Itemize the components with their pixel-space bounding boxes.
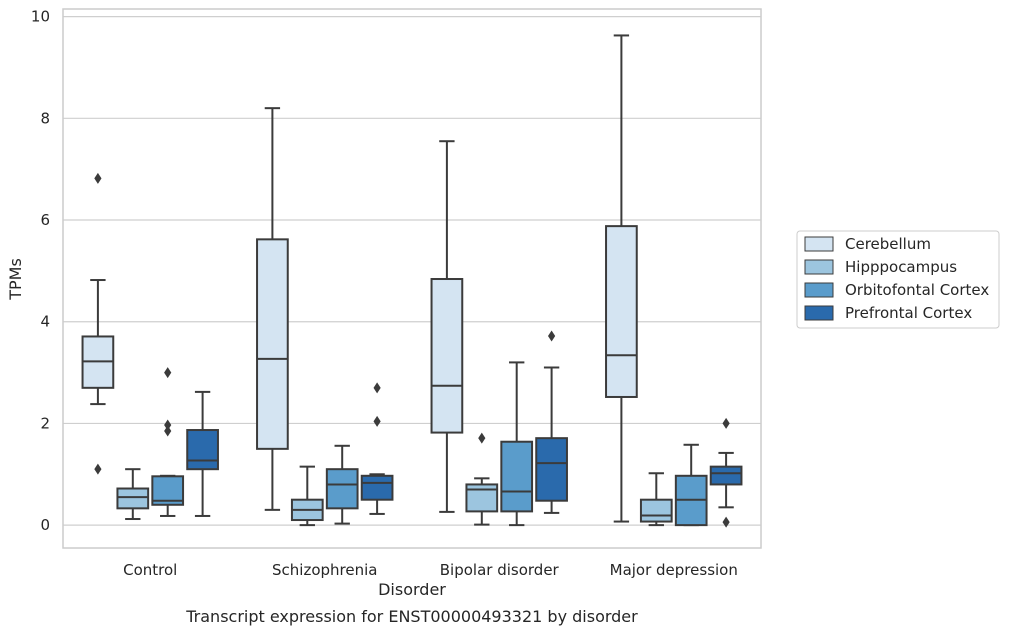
- box-hipppocampus-1: [290, 465, 324, 527]
- y-tick-label: 2: [40, 414, 50, 432]
- outlier-point: [94, 463, 102, 475]
- legend-swatch: [804, 236, 834, 252]
- box-hipppocampus-0: [116, 468, 150, 521]
- box-iqr: [465, 483, 499, 513]
- plot-frame: [62, 8, 762, 549]
- legend-swatch: [804, 305, 834, 321]
- outlier-point: [548, 330, 556, 342]
- box-iqr: [186, 429, 219, 471]
- box-cerebellum-2: [430, 140, 464, 513]
- box-hipppocampus-2: [465, 432, 499, 526]
- box-prefrontal-cortex-3: [709, 417, 743, 528]
- box-iqr: [256, 238, 289, 450]
- outlier-point: [94, 172, 102, 184]
- box-iqr: [360, 474, 394, 501]
- y-tick-label: 6: [40, 211, 50, 229]
- legend-label: Prefrontal Cortex: [845, 304, 972, 322]
- legend: Cerebellum Hipppocampus Orbitofontal Corte…: [796, 230, 1000, 329]
- x-axis-label: Disorder: [378, 580, 446, 599]
- box-prefrontal-cortex-1: [360, 382, 394, 515]
- box-iqr: [605, 225, 638, 398]
- outlier-point: [373, 382, 381, 394]
- box-cerebellum-1: [256, 107, 289, 511]
- y-tick-label: 10: [31, 8, 50, 26]
- box-orbitofontal-cortex-1: [325, 444, 359, 525]
- y-tick-label: 4: [40, 313, 50, 331]
- y-axis-ticks: 0 2 4 6 8 10: [31, 8, 50, 534]
- outlier-point: [722, 417, 730, 429]
- grid-lines: [63, 16, 761, 526]
- x-tick-label: Bipolar disorder: [440, 561, 560, 579]
- outlier-point: [164, 419, 172, 431]
- box-iqr: [709, 465, 743, 486]
- x-axis-ticks: Control Schizophrenia Bipolar disorder Majo…: [123, 561, 738, 579]
- box-cerebellum-0: [81, 172, 115, 475]
- outlier-point: [722, 516, 730, 528]
- box-orbitofontal-cortex-3: [674, 443, 708, 527]
- box-prefrontal-cortex-0: [186, 390, 219, 517]
- box-iqr: [430, 278, 464, 434]
- outlier-point: [373, 415, 381, 427]
- x-tick-label: Major depression: [610, 561, 738, 579]
- box-iqr: [639, 498, 673, 523]
- outlier-point: [478, 432, 486, 444]
- box-plot-area: [81, 34, 743, 528]
- y-axis-label: TPMs: [6, 258, 25, 301]
- legend-frame: [796, 230, 1000, 329]
- box-orbitofontal-cortex-2: [500, 361, 534, 527]
- y-tick-label: 0: [40, 516, 50, 534]
- box-cerebellum-3: [605, 34, 638, 523]
- chart-caption: Transcript expression for ENST0000049332…: [185, 607, 638, 626]
- x-tick-label: Control: [123, 561, 177, 579]
- box-hipppocampus-3: [639, 472, 673, 527]
- box-prefrontal-cortex-2: [535, 330, 568, 514]
- legend-label: Hipppocampus: [845, 258, 957, 276]
- legend-swatch: [804, 259, 834, 275]
- legend-label: Orbitofontal Cortex: [845, 281, 989, 299]
- box-iqr: [116, 487, 150, 510]
- legend-swatch: [804, 282, 834, 298]
- box-orbitofontal-cortex-0: [151, 367, 185, 517]
- box-iqr: [535, 437, 568, 502]
- outlier-point: [164, 367, 172, 379]
- outlier-point: [164, 425, 172, 437]
- y-tick-label: 8: [40, 109, 50, 127]
- legend-label: Cerebellum: [845, 235, 931, 253]
- x-tick-label: Schizophrenia: [272, 561, 377, 579]
- box-iqr: [500, 440, 534, 513]
- box-iqr: [325, 468, 359, 510]
